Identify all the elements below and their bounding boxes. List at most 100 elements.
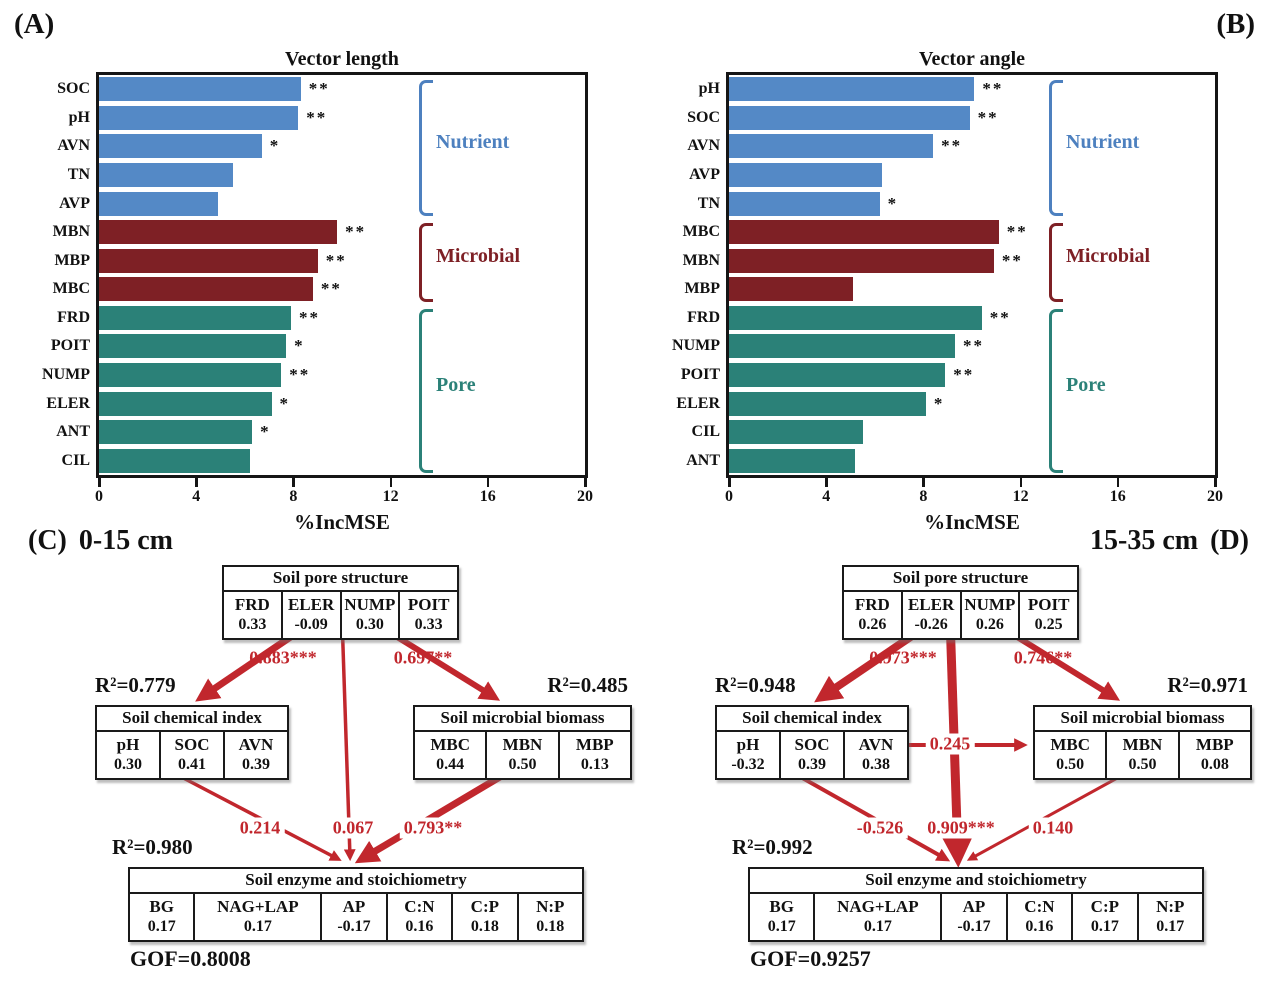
significance-SOC: ** (977, 107, 999, 127)
loading-value: 0.30 (114, 756, 142, 773)
loading-value: -0.09 (294, 616, 328, 633)
x-axis-tick (728, 478, 731, 487)
bar-label-AVN: AVN (57, 137, 90, 155)
loading-value: 0.13 (580, 756, 609, 773)
bar-label-TN: TN (67, 166, 90, 183)
bar-label-TN: TN (697, 194, 720, 212)
variable-name: AP (962, 897, 986, 916)
variable-name: MBC (1050, 735, 1090, 754)
group-bracket-microbial (1049, 222, 1063, 302)
cell-N:P: N:P 0.17 (1139, 894, 1202, 940)
x-axis-tick (389, 478, 393, 487)
variable-name: NUMP (344, 595, 396, 614)
x-axis-tick-label: 8 (289, 488, 298, 505)
box-cells-pore: FRD 0.33 ELER -0.09 NUMP 0.30 POIT 0.33 (224, 592, 457, 638)
loading-value: 0.39 (798, 756, 826, 773)
significance-FRD: ** (298, 307, 320, 327)
loading-value: 0.26 (975, 616, 1004, 633)
bar-AVN (729, 134, 934, 159)
bar-label-SOC: SOC (687, 108, 720, 126)
bar-label-ANT: ANT (56, 423, 90, 441)
x-axis-tick-label: 4 (822, 488, 831, 505)
cell-NAG+LAP: NAG+LAP 0.17 (195, 894, 323, 940)
box-title-enzyme: Soil enzyme and stoichiometry (750, 869, 1202, 894)
group-label-microbial: Microbial (436, 245, 521, 268)
bar-label-pH: pH (698, 80, 720, 98)
bar-label-ELER: ELER (676, 394, 720, 412)
significance-ANT: * (260, 422, 271, 442)
bar-label-POIT: POIT (680, 366, 720, 383)
loading-value: 0.16 (405, 918, 434, 935)
panel-b-corner-label: (B) (1216, 8, 1255, 40)
path-coefficient-pore-chem: 0.973*** (869, 647, 937, 668)
loading-value: 0.18 (536, 918, 565, 935)
cell-POIT: POIT 0.25 (1020, 592, 1077, 638)
path-coefficient-chem-enzyme: 0.214 (235, 817, 285, 839)
path-chem-enzyme (169, 769, 342, 861)
loading-value: -0.26 (914, 616, 948, 633)
variable-name: C:N (404, 897, 435, 916)
box-micro: Soil microbial biomass MBC 0.44 MBN 0.50 MBP 0… (413, 705, 632, 780)
group-label-nutrient: Nutrient (436, 130, 510, 153)
loading-value: 0.16 (1025, 918, 1054, 935)
significance-pH: ** (306, 107, 328, 127)
bar-MBC (99, 277, 313, 302)
loading-value: 0.18 (470, 918, 499, 935)
box-pore: Soil pore structure FRD 0.33 ELER -0.09 NUMP 0… (222, 565, 459, 640)
loading-value: 0.50 (508, 756, 537, 773)
path-coefficient-chem-micro: 0.245 (925, 733, 975, 755)
x-axis-tick (825, 478, 828, 487)
variable-name: POIT (1027, 595, 1070, 614)
significance-FRD: ** (989, 307, 1011, 327)
bar-POIT (99, 334, 287, 359)
variable-name: AVN (858, 735, 894, 754)
cell-AVN: AVN 0.39 (225, 732, 287, 778)
variable-name: AP (342, 897, 366, 916)
bar-label-ANT: ANT (686, 451, 720, 469)
cell-C:P: C:P 0.18 (453, 894, 519, 940)
box-title-micro: Soil microbial biomass (1035, 707, 1250, 732)
loading-value: 0.41 (178, 756, 206, 773)
bar-label-CIL: CIL (691, 423, 720, 441)
group-bracket-pore (419, 308, 433, 473)
cell-SOC: SOC 0.41 (161, 732, 225, 778)
panel-heading-C: (C) 0-15 cm (22, 525, 179, 557)
box-chem: Soil chemical index pH 0.30 SOC 0.41 AVN 0.39 (95, 705, 289, 780)
group-bracket-microbial (419, 222, 433, 302)
sem-diagram-0-15cm: Soil pore structure FRD 0.33 ELER -0.09 NUMP 0… (20, 525, 635, 985)
path-coefficient-pore-micro: 0.697** (393, 647, 453, 668)
cell-AP: AP -0.17 (322, 894, 388, 940)
box-cells-micro: MBC 0.50 MBN 0.50 MBP 0.08 (1035, 732, 1250, 778)
significance-MBN: ** (345, 222, 367, 242)
variable-name: pH (736, 735, 760, 754)
bar-MBP (99, 248, 318, 273)
loading-value: 0.25 (1034, 616, 1063, 633)
significance-ELER: * (933, 393, 945, 413)
significance-SOC: ** (308, 79, 330, 99)
bar-AVN (99, 134, 262, 159)
path-coefficient-micro-enzyme: 0.140 (1028, 817, 1078, 839)
variable-name: POIT (407, 595, 450, 614)
x-axis-title: %IncMSE (294, 510, 390, 534)
box-title-micro: Soil microbial biomass (415, 707, 630, 732)
bar-TN (729, 191, 880, 216)
variable-name: BG (149, 897, 174, 916)
bar-FRD (729, 305, 982, 330)
variable-name: MBP (1195, 735, 1234, 754)
loading-value: 0.17 (147, 918, 176, 935)
box-cells-enzyme: BG 0.17 NAG+LAP 0.17 AP -0.17 C:N 0.16 C:P 0.18 N:… (130, 894, 582, 940)
bar-label-NUMP: NUMP (672, 337, 720, 355)
bar-MBC (729, 220, 999, 245)
variable-name: SOC (794, 735, 830, 754)
box-cells-chem: pH 0.30 SOC 0.41 AVN 0.39 (97, 732, 287, 778)
x-axis-tick (1214, 478, 1217, 487)
group-label-pore: Pore (436, 373, 476, 396)
bar-label-pH: pH (68, 108, 90, 126)
variable-name: AVN (238, 735, 274, 754)
variable-name: N:P (1156, 897, 1185, 916)
depth-label: 15-35 cm (1090, 525, 1199, 556)
cell-NUMP: NUMP 0.26 (962, 592, 1021, 638)
bar-ANT (729, 448, 856, 473)
variable-name: MBP (575, 735, 614, 754)
cell-BG: BG 0.17 (130, 894, 196, 940)
